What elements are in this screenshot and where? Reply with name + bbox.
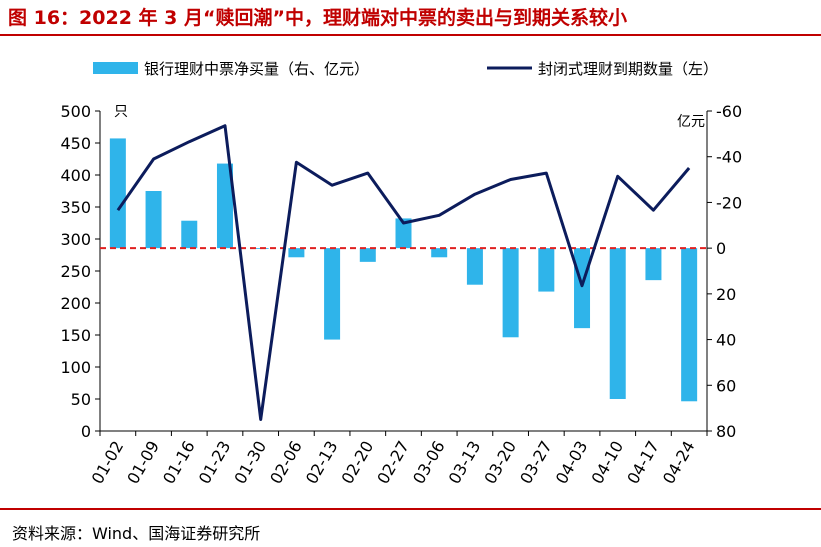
x-tick-label: 02-20 <box>338 438 378 488</box>
bar <box>466 248 483 285</box>
x-tick-label: 04-24 <box>659 438 699 488</box>
legend: 银行理财中票净买量（右、亿元） 封闭式理财到期数量（左） <box>93 60 718 78</box>
x-tick-label: 02-27 <box>373 438 413 488</box>
x-tick-label: 03-06 <box>409 438 449 488</box>
bar <box>395 218 412 249</box>
x-tick-label: 02-06 <box>266 438 306 488</box>
right-tick-label: 80 <box>716 422 736 441</box>
bar <box>359 248 376 262</box>
right-axis-unit: 亿元 <box>677 114 705 130</box>
x-tick-label: 04-17 <box>623 438 663 488</box>
left-tick-label: 150 <box>60 326 91 345</box>
right-tick-label: 60 <box>716 376 736 395</box>
x-tick-label: 01-02 <box>88 438 128 488</box>
x-tick-label: 03-27 <box>516 438 556 488</box>
bar <box>574 248 591 329</box>
bar <box>145 191 162 249</box>
chart-title: 图 16：2022 年 3 月“赎回潮”中，理财端对中票的卖出与到期关系较小 <box>8 7 627 29</box>
left-tick-label: 500 <box>60 102 91 121</box>
left-tick-label: 350 <box>60 198 91 217</box>
x-tick-label: 01-09 <box>123 438 163 488</box>
bar <box>431 248 448 258</box>
left-tick-label: 400 <box>60 166 91 185</box>
source-note: 资料来源：Wind、国海证券研究所 <box>12 524 261 543</box>
bar <box>181 220 198 249</box>
bar <box>538 248 555 292</box>
x-tick-label: 03-20 <box>480 438 520 488</box>
left-tick-label: 300 <box>60 230 91 249</box>
line-series-path <box>116 124 691 421</box>
right-tick-label: -20 <box>716 193 742 212</box>
x-tick-label: 04-03 <box>552 438 592 488</box>
legend-bar-label: 银行理财中票净买量（右、亿元） <box>144 60 369 78</box>
right-tick-label: 0 <box>716 239 726 258</box>
bar <box>502 248 519 338</box>
x-tick-label: 04-10 <box>587 438 627 488</box>
x-tick-label: 02-13 <box>302 438 342 488</box>
legend-bar-swatch <box>93 62 138 74</box>
x-tick-label: 01-16 <box>159 438 199 488</box>
x-tick-label: 01-23 <box>195 438 235 488</box>
right-tick-label: -60 <box>716 102 742 121</box>
right-tick-label: -40 <box>716 148 742 167</box>
left-tick-label: 250 <box>60 262 91 281</box>
line-series <box>116 124 691 421</box>
bar <box>681 248 698 402</box>
bar <box>324 248 341 340</box>
left-tick-label: 200 <box>60 294 91 313</box>
left-axis-unit: 只 <box>114 104 128 120</box>
source-bar: 资料来源：Wind、国海证券研究所 <box>0 508 821 547</box>
bar <box>288 248 305 258</box>
right-tick-label: 20 <box>716 285 736 304</box>
x-tick-label: 03-13 <box>445 437 485 487</box>
legend-line-label: 封闭式理财到期数量（左） <box>538 60 718 78</box>
title-bar: 图 16：2022 年 3 月“赎回潮”中，理财端对中票的卖出与到期关系较小 <box>0 0 821 36</box>
left-tick-label: 50 <box>71 390 91 409</box>
bar <box>109 138 126 249</box>
left-tick-label: 0 <box>81 422 91 441</box>
bar <box>645 248 662 281</box>
bar <box>216 163 233 249</box>
bar <box>609 248 626 399</box>
x-tick-label: 01-30 <box>230 438 270 488</box>
right-tick-label: 40 <box>716 331 736 350</box>
left-tick-label: 450 <box>60 134 91 153</box>
left-tick-label: 100 <box>60 358 91 377</box>
bar-series <box>109 138 698 402</box>
